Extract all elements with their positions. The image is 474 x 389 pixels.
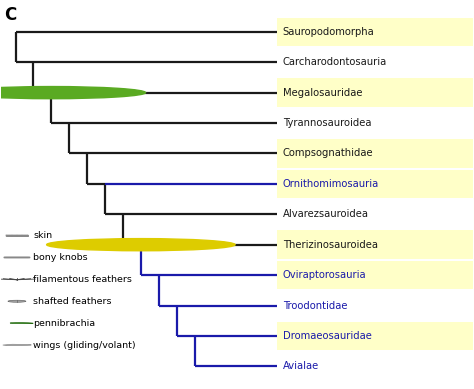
Bar	[277, 230, 473, 259]
Text: Tyrannosauroidea: Tyrannosauroidea	[283, 118, 371, 128]
Text: Sauropodomorpha: Sauropodomorpha	[283, 27, 374, 37]
Ellipse shape	[10, 322, 33, 324]
Circle shape	[0, 86, 146, 99]
FancyBboxPatch shape	[4, 257, 30, 258]
Text: Dromaeosauridae: Dromaeosauridae	[283, 331, 372, 341]
Bar	[277, 170, 473, 198]
Text: Compsognathidae: Compsognathidae	[283, 149, 374, 158]
Ellipse shape	[8, 300, 26, 302]
Bar	[277, 78, 473, 107]
Bar	[277, 261, 473, 289]
Text: wings (gliding/volant): wings (gliding/volant)	[34, 340, 136, 350]
Text: Alvarezsauroidea: Alvarezsauroidea	[283, 209, 369, 219]
Text: Ornithomimosauria: Ornithomimosauria	[283, 179, 379, 189]
Circle shape	[46, 238, 235, 251]
Bar	[277, 18, 473, 46]
Text: Carcharodontosauria: Carcharodontosauria	[283, 57, 387, 67]
Text: C: C	[4, 6, 16, 24]
Text: shafted feathers: shafted feathers	[34, 297, 112, 306]
Bar	[277, 139, 473, 168]
Polygon shape	[3, 344, 31, 346]
Bar	[6, 235, 27, 236]
Bar	[277, 322, 473, 350]
Text: skin: skin	[34, 231, 53, 240]
Text: Troodontidae: Troodontidae	[283, 300, 347, 310]
Text: Avialae: Avialae	[283, 361, 319, 371]
Text: pennibrachia: pennibrachia	[34, 319, 96, 328]
Text: Oviraptorosauria: Oviraptorosauria	[283, 270, 366, 280]
Text: Therizinosauroidea: Therizinosauroidea	[283, 240, 378, 250]
Text: bony knobs: bony knobs	[34, 253, 88, 262]
Text: filamentous feathers: filamentous feathers	[34, 275, 132, 284]
Text: Megalosauridae: Megalosauridae	[283, 88, 362, 98]
